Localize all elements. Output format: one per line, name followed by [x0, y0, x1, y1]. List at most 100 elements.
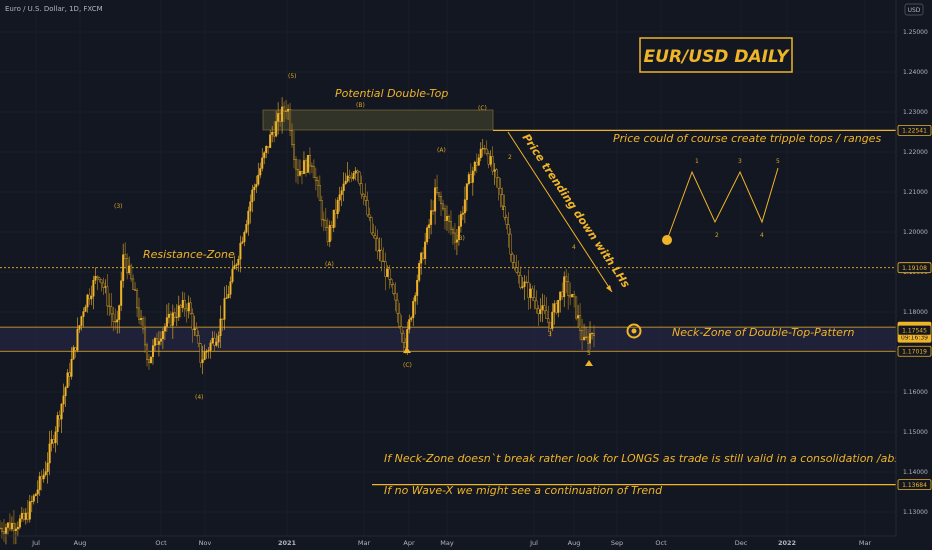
candle-body — [126, 258, 129, 274]
candle-body — [434, 187, 437, 212]
candle-body — [38, 476, 41, 491]
candle-body — [221, 318, 224, 320]
candle-body — [422, 252, 425, 259]
candle-body — [90, 296, 93, 300]
candle-body — [296, 169, 299, 176]
candle-body — [22, 512, 25, 520]
wave-label: 2 — [508, 154, 512, 161]
candle-body — [155, 338, 158, 345]
candle-body — [271, 132, 274, 135]
candle-body — [134, 289, 137, 291]
candle-body — [414, 295, 417, 302]
candle-body — [269, 134, 272, 148]
candle-body — [235, 264, 238, 266]
candle-body — [366, 200, 369, 216]
price-tags: 1.225411.191081.1762109:16:391.175451.17… — [897, 124, 932, 491]
candle-body — [529, 288, 532, 298]
candle-body — [78, 325, 81, 330]
candle-body — [388, 268, 391, 280]
wave-label: (5) — [288, 73, 297, 80]
candle-body — [114, 321, 117, 323]
candle-body — [328, 225, 331, 242]
candle-body — [140, 318, 143, 320]
candle-body — [265, 145, 268, 153]
candle-body — [195, 328, 198, 336]
price-tag-label: 1.17019 — [902, 348, 927, 355]
candle-body — [179, 305, 182, 308]
candle-body — [577, 315, 580, 319]
candle-body — [187, 302, 190, 312]
candle-body — [124, 254, 127, 259]
candle-body — [396, 299, 399, 314]
candle-body — [567, 281, 570, 296]
candle-body — [104, 286, 107, 288]
candle-body — [332, 209, 335, 228]
candle-body — [110, 306, 113, 315]
candle-body — [515, 267, 518, 273]
time-tick-label: Dec — [735, 539, 748, 547]
candle-body — [384, 261, 387, 277]
candle-body — [338, 194, 341, 201]
candle-body — [477, 157, 480, 166]
candle-body — [34, 493, 37, 496]
candle-body — [300, 171, 303, 175]
candle-body — [495, 169, 498, 178]
price-tick-label: 1.22000 — [903, 149, 928, 156]
symbol-header[interactable]: Euro / U.S. Dollar, 1D, FXCM — [5, 5, 103, 13]
annotation-double-top: Potential Double-Top — [335, 87, 448, 100]
candle-body — [322, 219, 325, 221]
candle-body — [336, 199, 339, 214]
candle-body — [279, 113, 282, 122]
candle-body — [108, 305, 111, 307]
candle-body — [142, 318, 145, 330]
candle-body — [14, 528, 17, 531]
price-axis-panel[interactable] — [896, 0, 932, 550]
wave-label: (4) — [195, 394, 204, 401]
candle-body — [511, 253, 514, 263]
candle-body — [130, 265, 133, 280]
candle-body — [225, 297, 228, 299]
candle-body — [463, 199, 466, 214]
currency-label: USD — [908, 7, 921, 14]
candle-body — [475, 161, 478, 166]
candle-body — [312, 166, 315, 178]
candle-body — [372, 232, 375, 237]
candle-body — [402, 332, 405, 343]
candle-body — [334, 209, 337, 214]
candle-body — [255, 184, 258, 188]
candle-body — [185, 308, 188, 312]
wave-label: (B) — [456, 235, 465, 242]
candle-body — [316, 180, 319, 186]
candle-body — [215, 341, 218, 346]
candle-body — [440, 196, 443, 205]
candle-body — [96, 276, 99, 279]
candle-body — [342, 183, 345, 191]
candle-body — [151, 345, 154, 358]
candle-body — [12, 522, 15, 531]
candle-body — [189, 302, 192, 314]
candle-body — [438, 192, 441, 197]
candle-body — [18, 518, 21, 528]
candle-body — [487, 153, 490, 165]
candle-body — [70, 359, 73, 377]
price-tick-label: 1.24000 — [903, 69, 928, 76]
candle-body — [82, 311, 85, 317]
candle-body — [183, 300, 186, 310]
time-tick-label: May — [440, 539, 454, 547]
candle-body — [569, 295, 572, 298]
candle-body — [398, 313, 401, 327]
triangle-marker-icon — [585, 360, 593, 366]
candle-body — [84, 306, 87, 312]
candle-body — [46, 462, 49, 472]
price-tag-label: 1.17545 — [902, 327, 927, 334]
candle-body — [314, 177, 317, 181]
time-axis-ticks[interactable]: Jul Aug Oct Nov 2021 Mar Apr May Jul Aug Sep Oct Dec… — [31, 539, 871, 547]
candle-body — [146, 344, 149, 360]
currency-badge[interactable] — [904, 3, 924, 16]
wave-label: (A) — [325, 261, 334, 268]
price-tick-label: 1.16000 — [903, 389, 928, 396]
candle-body — [523, 281, 526, 287]
candle-body — [348, 175, 351, 178]
candle-body — [406, 329, 409, 348]
